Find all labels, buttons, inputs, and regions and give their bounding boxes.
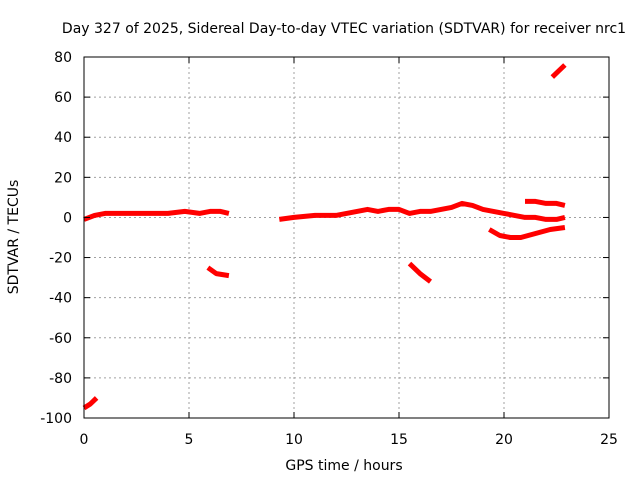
x-tick-label: 20 [495,432,513,448]
series-line-arc-3 [206,265,230,279]
y-tick-label: -40 [49,291,72,307]
x-tick-label: 5 [185,432,194,448]
y-tick-label: -80 [49,371,72,387]
y-tick-label: -60 [49,331,72,347]
y-tick-label: -20 [49,251,72,267]
series-line-arc-6 [488,225,566,240]
chart-title: Day 327 of 2025, Sidereal Day-to-day VTE… [62,21,626,37]
x-tick-label: 15 [390,432,408,448]
plot-frame [83,56,610,419]
series-line-arc-1 [82,396,99,411]
y-tick-label: 40 [54,130,72,146]
data-series [82,63,567,411]
series-line-arc-8 [550,63,567,79]
y-tick-label: 20 [54,170,72,186]
y-tick-label: -100 [40,411,72,427]
series-line-arc-2 [83,208,230,222]
series-line-arc-7 [525,198,566,208]
y-tick-label: 60 [54,90,72,106]
series-line-arc-4 [278,200,566,222]
x-tick-labels: 0 5 10 15 20 25 [80,432,618,448]
x-tick-label: 25 [600,432,618,448]
x-axis-title: GPS time / hours [285,458,402,474]
y-tick-label: 0 [63,210,72,226]
y-axis-title: SDTVAR / TECUs [6,180,22,295]
y-tick-labels: -100 -80 -60 -40 -20 0 20 40 60 80 [40,50,72,427]
axis-ticks [83,56,610,419]
x-tick-label: 10 [285,432,303,448]
x-tick-label: 0 [80,432,89,448]
series-line-arc-5 [407,261,433,284]
y-tick-label: 80 [54,50,72,66]
